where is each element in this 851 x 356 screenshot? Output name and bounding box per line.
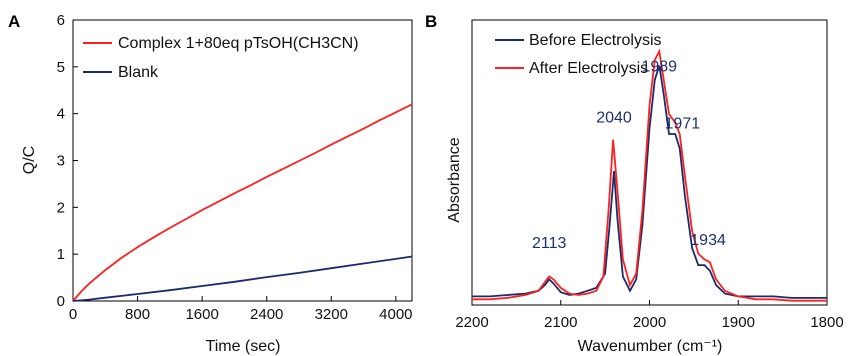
panel-b-y-axis-label: Absorbance xyxy=(446,137,463,222)
series-line-complex-1-80eq-ptsoh-ch3cn- xyxy=(72,103,413,302)
x-tick-label: 2000 xyxy=(633,314,666,331)
panel-a-plot-area xyxy=(72,19,413,302)
y-tick-label: 4 xyxy=(57,106,65,123)
legend-label: Before Electrolysis xyxy=(529,32,662,49)
x-tick-label: 2400 xyxy=(250,306,283,323)
panel-b-chart: B 2200 2100 2000 1900 1800 2113 2040 1989 1971 1… xyxy=(425,12,844,355)
x-tick-label: 0 xyxy=(69,306,77,323)
peak-label: 1934 xyxy=(690,232,726,249)
series-line-after-electrolysis xyxy=(472,48,827,302)
series-line-blank xyxy=(72,255,413,302)
panel-b-x-axis-label: Wavenumber (cm⁻¹) xyxy=(578,338,723,355)
y-tick-label: 6 xyxy=(57,12,65,29)
panel-a-x-axis-label: Time (sec) xyxy=(206,338,281,355)
panel-a-y-ticks: 0 1 2 3 4 5 6 xyxy=(57,12,78,310)
y-tick-label: 2 xyxy=(57,199,65,216)
y-tick-label: 1 xyxy=(57,246,65,263)
y-tick-label: 3 xyxy=(57,153,65,170)
panel-b-peak-labels: 2113 2040 1989 1971 1934 xyxy=(532,58,726,252)
legend-label: After Electrolysis xyxy=(529,60,648,77)
panel-b-label: B xyxy=(425,12,437,31)
panel-a-y-axis-label: Q/C xyxy=(21,146,38,174)
panel-a-chart: A 0 800 1600 2400 3200 4000 0 1 2 3 4 5 6 Complex 1… xyxy=(8,12,413,355)
y-tick-label: 0 xyxy=(57,293,65,310)
peak-label: 1971 xyxy=(665,115,701,132)
x-tick-label: 4000 xyxy=(379,306,412,323)
panel-b-x-ticks: 2200 2100 2000 1900 1800 xyxy=(455,300,844,331)
y-tick-label: 5 xyxy=(57,59,65,76)
panel-a-plot-frame xyxy=(72,19,413,302)
series-line-before-electrolysis xyxy=(472,65,827,299)
panel-b-legend: Before Electrolysis After Electrolysis xyxy=(495,32,662,77)
peak-label: 2040 xyxy=(596,110,632,127)
panel-b-series xyxy=(472,48,827,302)
x-tick-label: 1600 xyxy=(185,306,218,323)
x-tick-label: 1900 xyxy=(722,314,755,331)
peak-label: 1989 xyxy=(641,58,677,75)
panel-a-label: A xyxy=(8,12,20,31)
panel-a-legend: Complex 1+80eq pTsOH(CH3CN) Blank xyxy=(83,35,359,81)
legend-label: Blank xyxy=(118,64,159,81)
panel-a-x-ticks: 0 800 1600 2400 3200 4000 xyxy=(69,296,413,323)
panel-a-series xyxy=(72,103,413,302)
x-tick-label: 1800 xyxy=(810,314,843,331)
x-tick-label: 800 xyxy=(125,306,150,323)
x-tick-label: 3200 xyxy=(315,306,348,323)
legend-label: Complex 1+80eq pTsOH(CH3CN) xyxy=(118,35,359,52)
peak-label: 2113 xyxy=(532,235,567,252)
x-tick-label: 2200 xyxy=(455,314,488,331)
x-tick-label: 2100 xyxy=(544,314,577,331)
